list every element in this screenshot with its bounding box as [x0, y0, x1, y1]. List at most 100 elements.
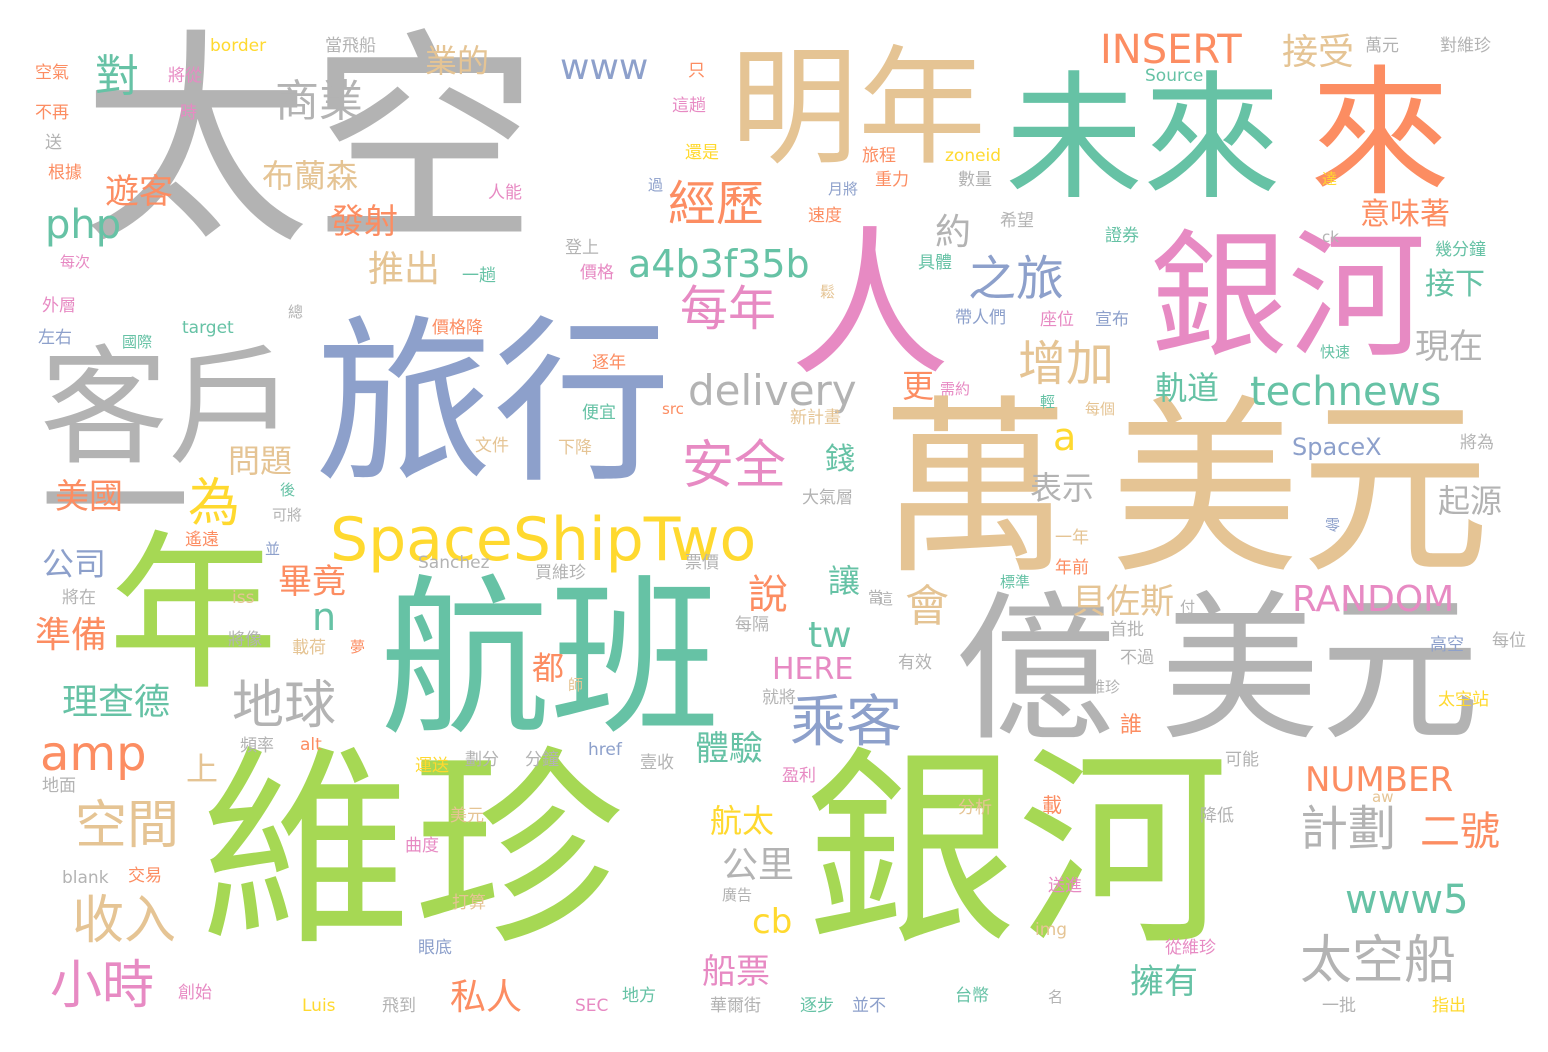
word-shang: 上: [186, 750, 219, 788]
word-bing: 並: [265, 540, 281, 558]
word-ling: 零: [1325, 516, 1341, 534]
word-guoji: 國際: [122, 333, 153, 351]
word-yue: 約: [935, 212, 972, 253]
word-chengke: 乘客: [790, 690, 902, 755]
word-dimian: 地面: [42, 776, 76, 796]
word-alt: alt: [300, 735, 322, 755]
word-wanyuan: 萬元: [1365, 36, 1399, 56]
word-delivery: delivery: [688, 366, 857, 415]
word-nianqian: 年前: [1055, 558, 1089, 578]
word-taikong: 太空: [82, 9, 538, 275]
word-waiceng: 外層: [42, 296, 76, 316]
word-bingbu: 並不: [852, 996, 886, 1016]
word-qiyuan: 起源: [1438, 482, 1503, 520]
word-haishi: 還是: [685, 143, 719, 163]
word-diqiu: 地球: [232, 676, 337, 736]
word-guidao: 軌道: [1155, 369, 1220, 407]
word-fashe: 發射: [330, 202, 398, 242]
word-kongjian: 空間: [75, 796, 180, 856]
word-xiajiang: 下降: [558, 438, 592, 458]
word-dou: 都: [532, 649, 565, 687]
word-jifenzhong: 幾分鐘: [1435, 240, 1486, 260]
word-zaihe: 載荷: [292, 638, 326, 658]
word-sanchez: Sanchez: [418, 553, 490, 573]
word-zhetang: 這趟: [672, 96, 706, 116]
word-kejiang: 可將: [272, 506, 303, 524]
word-iss: iss: [232, 588, 255, 608]
word-huaerjie: 華爾街: [710, 996, 761, 1016]
word-meige2: 每隔: [735, 615, 769, 635]
word-jiangxiang: 將像: [228, 630, 262, 650]
word-zhengquan: 證券: [1105, 226, 1139, 246]
word-buzai: 不再: [35, 103, 69, 123]
word-meinian: 每年: [680, 281, 777, 337]
word-siren: 私人: [450, 977, 523, 1018]
word-yishou: 壹收: [640, 753, 674, 773]
word-ren: 人: [790, 211, 951, 398]
word-taibi: 台幣: [955, 986, 989, 1006]
word-spaceshiptwo: SpaceShipTwo: [330, 505, 757, 575]
word-shouru: 收入: [72, 891, 177, 951]
word-zhilv: 之旅: [968, 251, 1065, 307]
word-jiangcong: 將從: [168, 66, 202, 86]
word-kongqi: 空氣: [35, 63, 69, 83]
word-bulansen: 布蘭森: [262, 157, 359, 195]
word-www5: www5: [1345, 877, 1469, 923]
word-jiexia: 接下: [1425, 267, 1485, 302]
word-rang: 讓: [828, 562, 861, 600]
word-dasuan: 打算: [452, 893, 486, 913]
word-jiujiang: 就將: [762, 688, 796, 708]
word-jiangwei: 將為: [1460, 433, 1494, 453]
word-zhichu: 指出: [1432, 996, 1466, 1016]
word-luis: Luis: [302, 996, 336, 1016]
word-dairenmen: 帶人們: [955, 308, 1006, 328]
word-source: Source: [1145, 66, 1204, 86]
word-qian: 錢: [825, 442, 855, 477]
word-hangban: 航班: [380, 561, 721, 759]
word-meige: 每個: [1085, 400, 1116, 418]
word-src: src: [662, 400, 684, 418]
word-chuanpiao: 船票: [702, 952, 770, 992]
word-technews: technews: [1250, 369, 1442, 415]
word-yiweizhe: 意味著: [1360, 197, 1450, 232]
word-jihua: 計劃: [1300, 801, 1397, 857]
word-biaoshi: 表示: [1030, 469, 1095, 507]
word-meiyuan-small: 美元: [450, 806, 484, 826]
word-lvxing: 旅行: [315, 300, 671, 507]
word-yinhe-large: 銀河: [805, 727, 1229, 974]
word-yingli: 盈利: [782, 766, 816, 786]
word-zengjia: 增加: [1018, 336, 1115, 392]
word-yaoyuan: 遙遠: [185, 530, 219, 550]
word-meiyuan-gray: 美元: [1160, 576, 1481, 763]
word-zhunian: 逐年: [592, 353, 626, 373]
word-youxiao: 有效: [898, 653, 932, 673]
word-bijing: 畢竟: [278, 562, 346, 602]
word-renneng: 人能: [488, 183, 522, 203]
word-meiguo: 美國: [55, 477, 123, 517]
word-href: href: [588, 740, 622, 760]
word-duiweizhen: 對維珍: [1440, 36, 1491, 56]
word-congweizhen: 從維珍: [1165, 938, 1216, 958]
word-amp: amp: [40, 726, 147, 782]
word-ck: ck: [1322, 228, 1339, 246]
word-beizuosi: 貝佐斯: [1072, 582, 1174, 622]
word-geng: 更: [902, 367, 935, 405]
word-jiaoyi: 交易: [128, 866, 162, 886]
word-cb: cb: [752, 902, 793, 942]
word-yandi: 眼底: [418, 938, 452, 958]
word-daqiceng: 大氣層: [802, 488, 853, 508]
word-jiangdi: 降低: [1200, 806, 1234, 826]
word-shuo: 說: [748, 572, 788, 618]
word-shuliang: 數量: [958, 170, 992, 190]
word-fenxi: 分析: [958, 798, 992, 818]
word-nian: 年: [108, 516, 279, 714]
word-aw: aw: [1372, 788, 1394, 806]
word-fu: 付: [1180, 598, 1196, 616]
word-here: HERE: [772, 652, 854, 687]
word-shoupi: 首批: [1110, 620, 1144, 640]
word-sec: SEC: [575, 996, 609, 1016]
word-keneng: 可能: [1225, 750, 1259, 770]
word-meiwei: 每位: [1492, 631, 1526, 651]
word-yunsong: 運送: [415, 756, 449, 776]
word-kehu: 客戶: [40, 334, 297, 483]
